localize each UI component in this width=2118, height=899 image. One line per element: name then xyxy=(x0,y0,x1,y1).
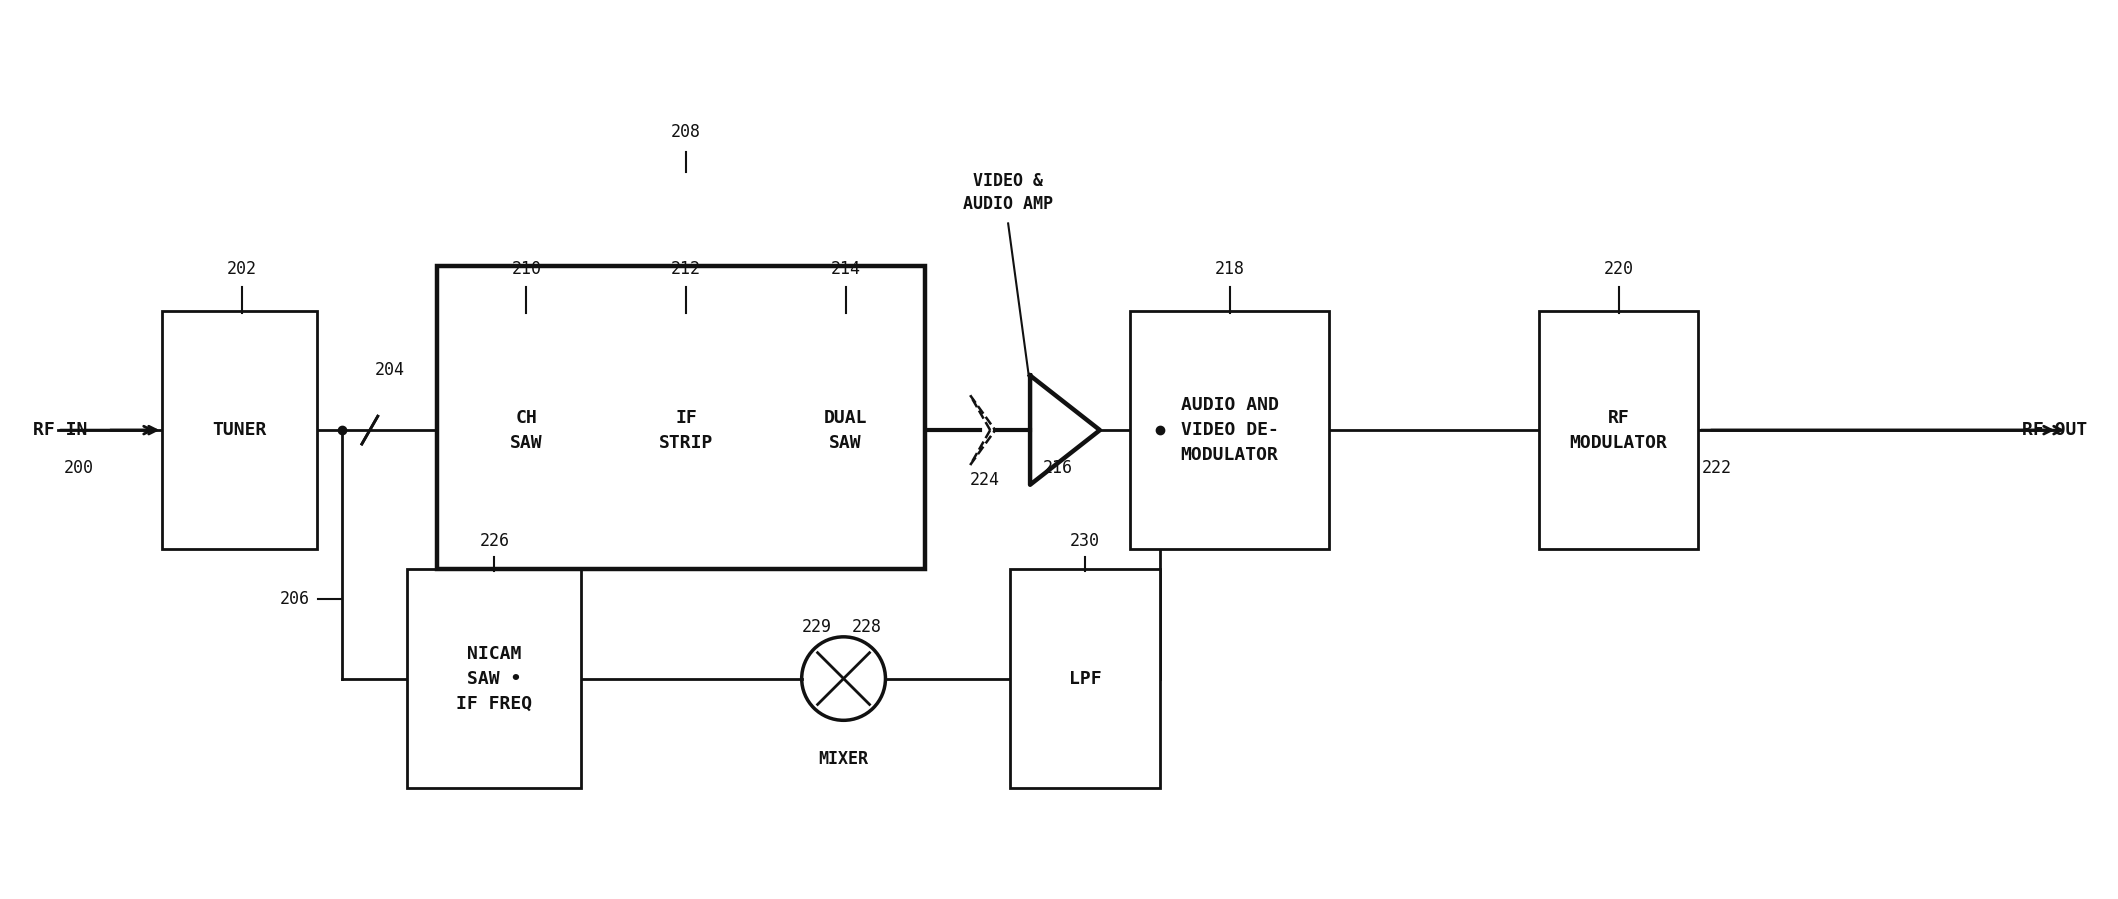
Text: 202: 202 xyxy=(227,260,256,278)
Text: LPF: LPF xyxy=(1070,670,1101,688)
Text: RF OUT: RF OUT xyxy=(2023,421,2088,439)
Bar xyxy=(1540,311,1699,549)
Text: 229: 229 xyxy=(801,618,832,636)
Bar xyxy=(163,311,318,549)
Text: IF
STRIP: IF STRIP xyxy=(659,409,714,451)
Bar xyxy=(462,311,591,549)
Text: NICAM
SAW •
IF FREQ: NICAM SAW • IF FREQ xyxy=(455,645,532,713)
Bar xyxy=(782,311,911,549)
Bar xyxy=(621,311,750,549)
Text: 222: 222 xyxy=(1701,458,1730,476)
Text: VIDEO &
AUDIO AMP: VIDEO & AUDIO AMP xyxy=(964,172,1053,213)
Text: 208: 208 xyxy=(671,123,701,141)
Text: RF
MODULATOR: RF MODULATOR xyxy=(1569,409,1667,451)
Bar xyxy=(407,569,580,788)
Text: 230: 230 xyxy=(1070,532,1099,550)
Text: 200: 200 xyxy=(64,458,93,476)
Text: 216: 216 xyxy=(1042,458,1074,476)
Text: MIXER: MIXER xyxy=(818,750,868,768)
Text: 220: 220 xyxy=(1603,260,1633,278)
Bar xyxy=(1129,311,1330,549)
Text: CH
SAW: CH SAW xyxy=(510,409,542,451)
Text: 206: 206 xyxy=(280,590,309,608)
Text: AUDIO AND
VIDEO DE-
MODULATOR: AUDIO AND VIDEO DE- MODULATOR xyxy=(1180,396,1279,464)
Text: 226: 226 xyxy=(479,532,510,550)
Text: 214: 214 xyxy=(830,260,860,278)
Text: RF IN: RF IN xyxy=(32,421,87,439)
Bar xyxy=(436,266,926,569)
Text: 204: 204 xyxy=(375,361,405,379)
Text: DUAL
SAW: DUAL SAW xyxy=(824,409,866,451)
Bar xyxy=(1010,569,1161,788)
Text: 228: 228 xyxy=(851,618,881,636)
Text: 218: 218 xyxy=(1214,260,1245,278)
Text: TUNER: TUNER xyxy=(212,421,267,439)
Text: 210: 210 xyxy=(510,260,542,278)
Text: 224: 224 xyxy=(970,471,1000,489)
Text: 212: 212 xyxy=(671,260,701,278)
